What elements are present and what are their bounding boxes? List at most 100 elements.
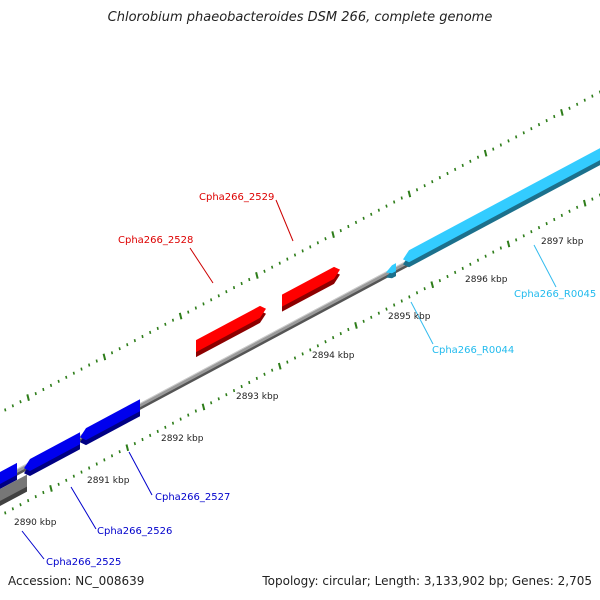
minor-tick	[560, 213, 563, 217]
minor-tick	[133, 339, 136, 343]
minor-tick	[454, 167, 457, 171]
feature-body	[403, 148, 600, 263]
minor-tick	[324, 340, 327, 344]
minor-tick	[164, 425, 167, 429]
feature-cpha266-2528[interactable]	[196, 305, 266, 358]
gene-label-cpha266-2528[interactable]: Cpha266_2528	[118, 235, 193, 246]
gene-label-cpha266-2526[interactable]: Cpha266_2526	[97, 526, 172, 537]
minor-tick	[263, 372, 266, 376]
feature-body	[282, 266, 340, 307]
minor-tick	[309, 348, 312, 352]
major-tick	[277, 362, 282, 370]
minor-tick	[4, 408, 7, 412]
minor-tick	[95, 359, 98, 363]
minor-tick	[393, 200, 396, 204]
minor-tick	[537, 225, 541, 230]
minor-tick	[72, 371, 75, 375]
feature-cpha266-r0044[interactable]	[386, 263, 396, 279]
minor-tick	[225, 393, 228, 397]
minor-tick	[461, 163, 464, 167]
major-tick	[201, 403, 206, 411]
gene-label-cpha266-r0045[interactable]: Cpha266_R0045	[514, 289, 596, 300]
feature-body	[0, 474, 27, 501]
minor-tick	[545, 222, 548, 226]
kbp-label: 2892 kbp	[161, 434, 204, 444]
minor-tick	[301, 249, 304, 253]
feature-cpha266-2529[interactable]	[282, 266, 340, 312]
minor-tick	[42, 387, 45, 392]
minor-tick	[210, 401, 213, 405]
minor-tick	[530, 230, 533, 234]
minor-tick	[522, 234, 525, 238]
minor-tick	[576, 205, 579, 209]
minor-tick	[171, 421, 175, 425]
feature-body	[196, 305, 266, 353]
feature-cpha266-2526[interactable]	[24, 432, 80, 476]
minor-tick	[377, 208, 380, 212]
feature-gray-feature[interactable]	[0, 474, 27, 512]
minor-tick	[293, 356, 297, 360]
minor-tick	[133, 442, 136, 446]
minor-tick	[248, 277, 251, 282]
major-tick	[331, 231, 335, 239]
minor-tick	[553, 114, 556, 119]
gene-label-cpha266-2529[interactable]: Cpha266_2529	[199, 192, 274, 203]
minor-tick	[118, 450, 121, 454]
minor-tick	[11, 507, 14, 511]
feature-body	[386, 263, 396, 274]
minor-tick	[27, 499, 30, 503]
minor-tick	[461, 266, 464, 270]
feature-cpha266-r0045[interactable]	[403, 127, 600, 268]
feature-body	[80, 399, 140, 441]
minor-tick	[492, 147, 495, 151]
feature-cpha266-2525[interactable]	[0, 462, 17, 491]
kbp-label: 2890 kbp	[14, 518, 57, 528]
minor-tick	[301, 352, 304, 356]
feature-cpha266-2527[interactable]	[80, 399, 140, 446]
minor-tick	[583, 98, 586, 102]
minor-tick	[438, 176, 441, 180]
minor-tick	[57, 379, 60, 383]
minor-tick	[492, 250, 495, 254]
kbp-label: 2896 kbp	[465, 275, 508, 285]
minor-tick	[507, 139, 510, 143]
minor-tick	[271, 265, 274, 269]
gene-label-cpha266-2525[interactable]: Cpha266_2525	[46, 557, 121, 568]
minor-tick	[34, 392, 37, 396]
minor-tick	[217, 294, 220, 298]
minor-tick	[591, 197, 594, 201]
minor-tick	[316, 344, 319, 348]
gene-label-cpha266-2527[interactable]: Cpha266_2527	[155, 492, 230, 503]
minor-tick	[110, 454, 114, 458]
major-tick	[354, 321, 358, 329]
minor-tick	[164, 322, 167, 326]
minor-tick	[141, 334, 144, 339]
minor-tick	[568, 209, 571, 213]
minor-tick	[65, 375, 68, 379]
minor-tick	[293, 253, 297, 257]
minor-tick	[255, 376, 258, 380]
inner-tick-row	[4, 193, 600, 515]
minor-tick	[103, 458, 106, 462]
minor-tick	[232, 286, 236, 290]
minor-tick	[187, 413, 190, 417]
minor-tick	[118, 347, 121, 351]
minor-tick	[217, 397, 220, 401]
minor-tick	[271, 368, 274, 372]
minor-tick	[553, 217, 556, 222]
minor-tick	[476, 155, 480, 159]
feature-track	[0, 127, 600, 512]
minor-tick	[385, 204, 388, 208]
minor-tick	[278, 261, 281, 265]
minor-tick	[339, 229, 342, 233]
major-tick	[255, 271, 259, 279]
minor-tick	[57, 482, 60, 486]
gene-label-cpha266-r0044[interactable]: Cpha266_R0044	[432, 345, 514, 356]
minor-tick	[42, 490, 45, 495]
minor-tick	[537, 122, 541, 127]
minor-tick	[286, 257, 289, 261]
minor-tick	[156, 326, 159, 330]
minor-tick	[423, 184, 426, 188]
